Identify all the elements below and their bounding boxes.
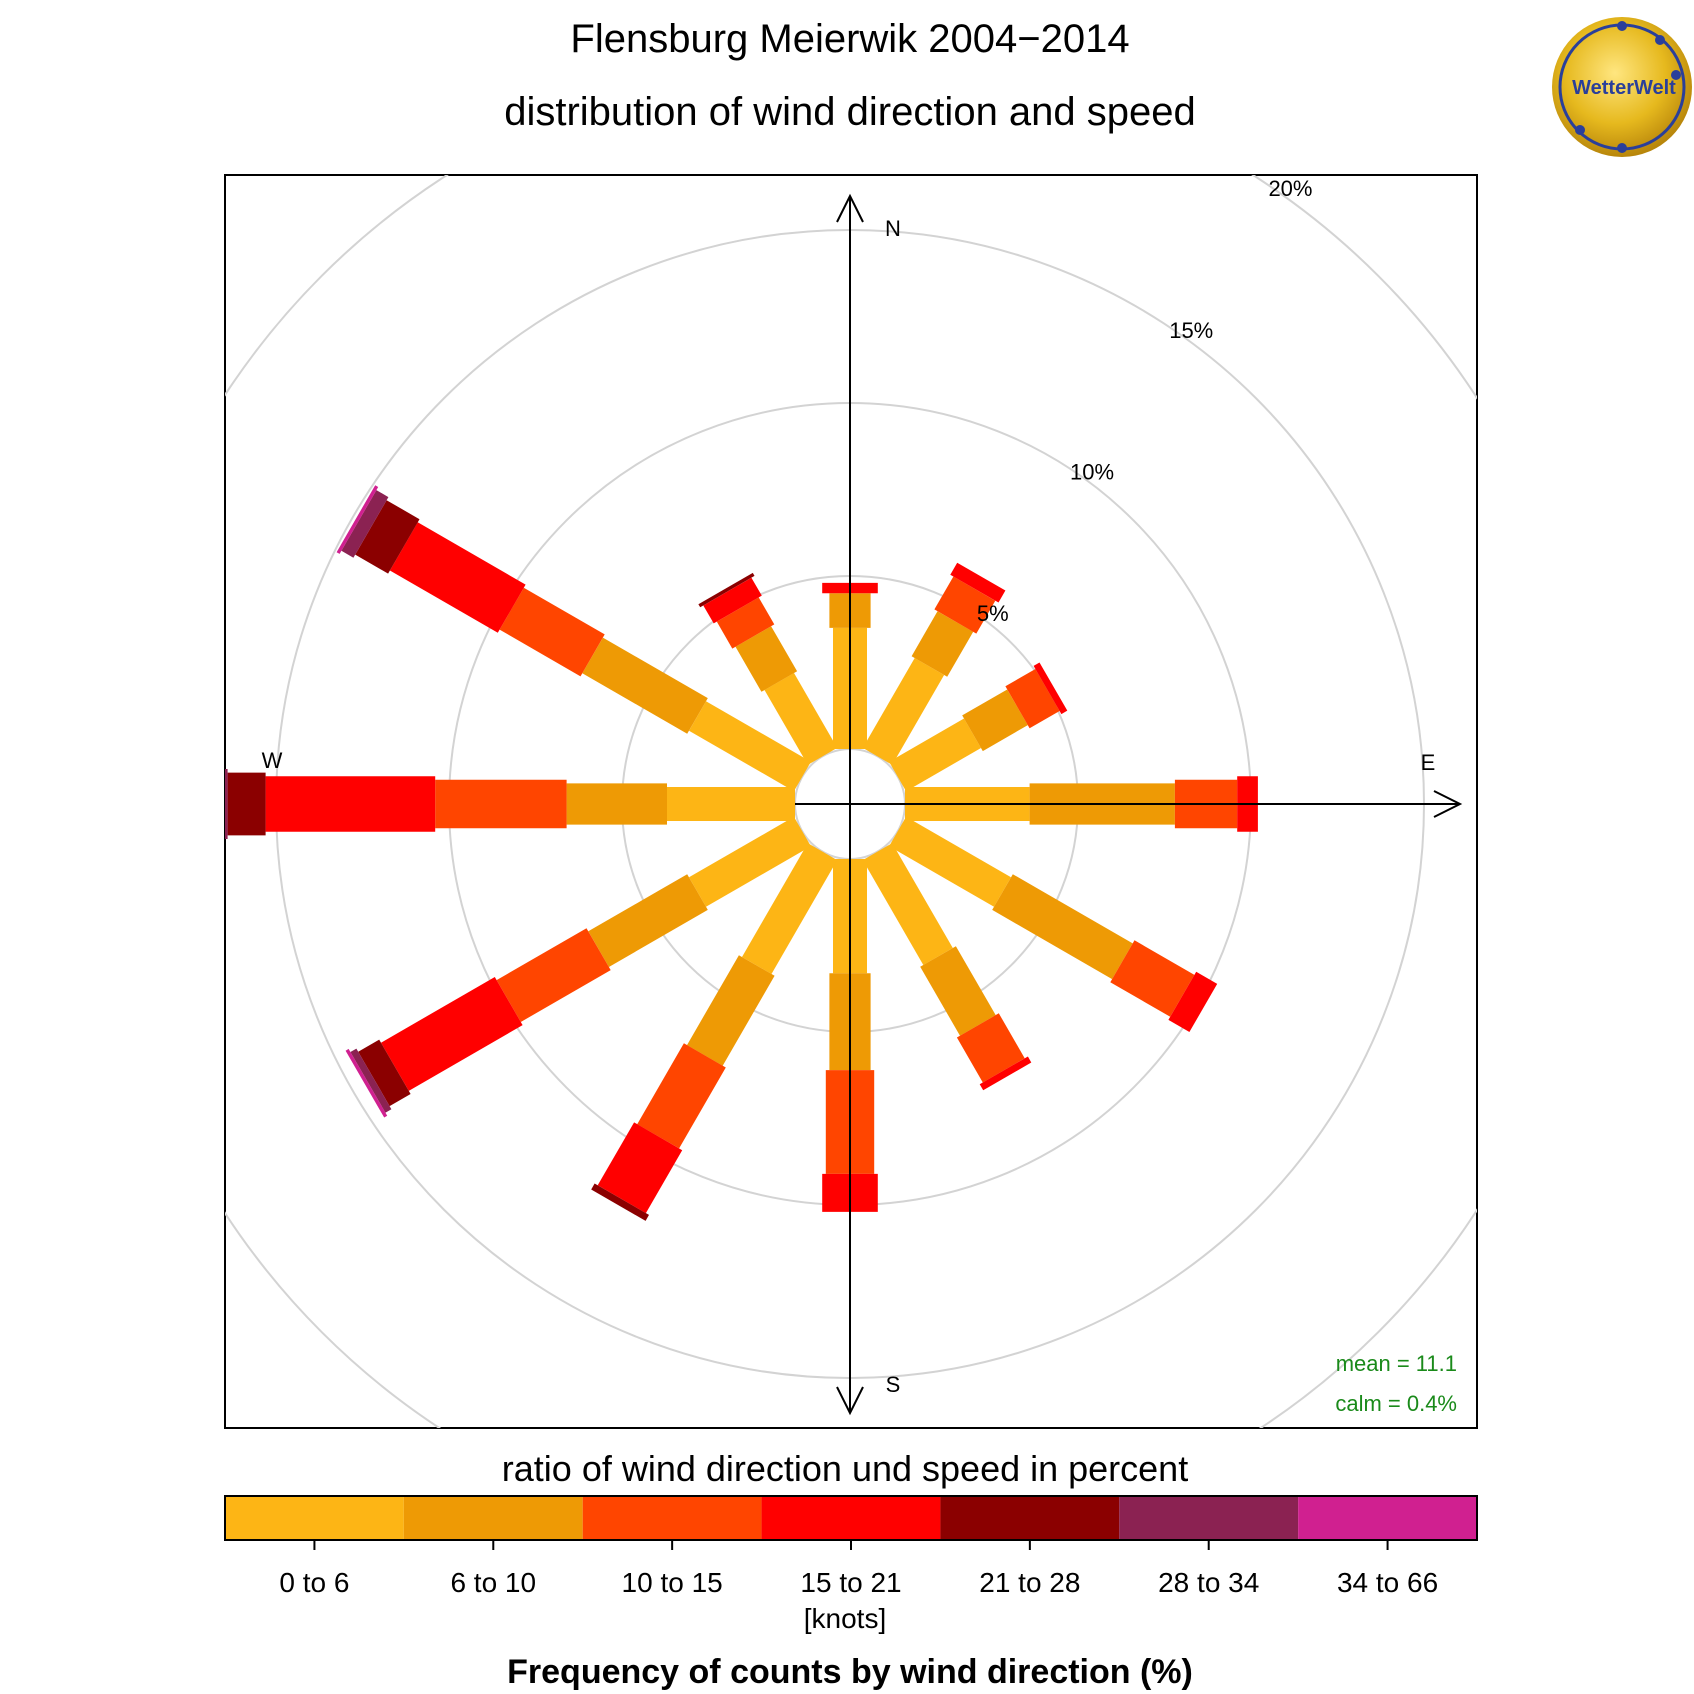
legend-unit: [knots] (804, 1603, 886, 1634)
legend-swatch-34-to-66 (1298, 1496, 1477, 1540)
compass-north-label: N (885, 216, 901, 241)
ring-label: 20% (1268, 176, 1312, 201)
wind-bar-300-34-to-66 (336, 485, 379, 554)
wind-bar-210-0-to-6 (742, 843, 838, 974)
mean-stat: mean = 11.1 (1336, 1351, 1457, 1376)
wind-bar-270-10-to-15 (435, 779, 567, 829)
wind-bar-150-15-to-21 (979, 1056, 1032, 1091)
wind-bar-210-21-to-28 (591, 1183, 649, 1221)
wind-bar-120-10-to-15 (1110, 940, 1195, 1017)
ring-label: 5% (977, 601, 1009, 626)
legend-tick-label: 21 to 28 (979, 1567, 1080, 1598)
legend-swatch-15-to-21 (761, 1496, 941, 1540)
legend-tick-label: 28 to 34 (1158, 1567, 1259, 1598)
wind-bar-330-21-to-28 (698, 572, 755, 608)
wind-bar-300-21-to-28 (355, 500, 420, 574)
wind-bar-120-6-to-10 (992, 874, 1133, 980)
wind-bar-120-0-to-6 (889, 816, 1011, 907)
wetterwelt-logo-icon: WetterWelt (1552, 17, 1692, 157)
wind-bar-60-0-to-6 (889, 718, 981, 792)
legend-swatch-10-to-15 (582, 1496, 762, 1540)
south-arrow-icon (836, 1386, 864, 1416)
wind-bar-270-6-to-10 (566, 783, 667, 825)
legend-colorbar: 0 to 6 6 to 10 10 to 15 15 to 21 21 to 28 28 … (224, 1495, 1478, 1598)
wind-bar-330-0-to-6 (764, 673, 838, 765)
wind-bar-120-15-to-21 (1168, 971, 1218, 1032)
compass-axes (795, 193, 1463, 1416)
wind-bar-30-15-to-21 (950, 562, 1006, 603)
wind-bar-300-6-to-10 (582, 637, 708, 734)
wind-bar-240-6-to-10 (588, 874, 708, 967)
legend-tick-label: 34 to 66 (1337, 1567, 1438, 1598)
wind-bar-330-10-to-15 (716, 597, 775, 649)
east-arrow-icon (1433, 790, 1463, 818)
compass-south-label: S (886, 1372, 901, 1397)
compass-east-label: E (1421, 750, 1436, 775)
wind-bar-270-21-to-28 (227, 772, 266, 836)
compass-west-label: W (262, 748, 283, 773)
wind-bar-240-0-to-6 (689, 816, 811, 907)
legend-tick-label: 6 to 10 (450, 1567, 536, 1598)
wind-bar-60-15-to-21 (1033, 662, 1068, 715)
wind-bar-210-10-to-15 (637, 1043, 726, 1149)
legend-tick-label: 0 to 6 (279, 1567, 349, 1598)
legend-swatch-28-to-34 (1119, 1496, 1299, 1540)
wind-bar-30-10-to-15 (934, 576, 996, 634)
legend-frame (224, 1495, 1478, 1541)
wind-bar-240-15-to-21 (381, 977, 523, 1091)
legend-tick-label: 15 to 21 (800, 1567, 901, 1598)
wind-bar-210-6-to-10 (687, 955, 775, 1066)
logo-text: WetterWelt (1572, 77, 1676, 99)
legend-tick-label: 10 to 15 (622, 1567, 723, 1598)
wind-bar-300-10-to-15 (499, 587, 605, 677)
wind-bar-270-0-to-6 (667, 787, 795, 821)
legend-swatch-0-to-6 (225, 1496, 404, 1540)
chart-title: Flensburg Meierwik 2004−2014 (570, 17, 1129, 61)
wind-bar-150-10-to-15 (956, 1013, 1025, 1083)
wind-bar-240-21-to-28 (358, 1039, 411, 1107)
wind-bar-240-34-to-66 (345, 1048, 388, 1118)
wind-bar-300-0-to-6 (689, 701, 811, 792)
wind-bar-30-6-to-10 (911, 611, 974, 677)
wind-bar-330-15-to-21 (703, 577, 762, 624)
wind-bar-240-10-to-15 (496, 928, 611, 1022)
wind-bar-240-28-to-34 (350, 1048, 392, 1113)
wind-bar-150-0-to-6 (862, 843, 953, 965)
chart-footer-title: Frequency of counts by wind direction (%… (507, 1653, 1193, 1691)
bar-group (183, 485, 1258, 1221)
wind-bar-60-10-to-15 (1005, 669, 1060, 729)
ring-label: 15% (1169, 318, 1213, 343)
wind-bar-270-28-to-34 (225, 769, 228, 839)
north-arrow-icon (836, 193, 864, 223)
ring-label-group: 5% 10% 15% 20% (977, 176, 1313, 626)
chart-subtitle: distribution of wind direction and speed (504, 90, 1196, 134)
legend-swatch-21-to-28 (940, 1496, 1120, 1540)
wind-bar-60-6-to-10 (962, 689, 1028, 752)
wind-bar-300-28-to-34 (341, 490, 389, 558)
legend-swatch-6-to-10 (403, 1496, 583, 1540)
legend-title: ratio of wind direction und speed in per… (502, 1448, 1188, 1489)
calm-stat: calm = 0.4% (1335, 1391, 1457, 1416)
wind-bar-270-15-to-21 (265, 776, 436, 832)
wind-bar-150-6-to-10 (920, 946, 996, 1036)
ring-label: 10% (1070, 460, 1114, 485)
wind-bar-270-34-to-66 (183, 765, 214, 842)
wind-bar-30-0-to-6 (862, 658, 945, 765)
wind-bar-300-15-to-21 (389, 522, 526, 633)
wind-bar-210-15-to-21 (597, 1122, 683, 1214)
wind-bar-330-6-to-10 (735, 626, 798, 692)
